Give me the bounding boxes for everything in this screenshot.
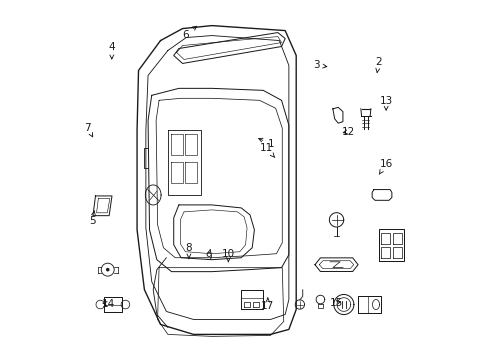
Text: 11: 11 — [259, 143, 274, 158]
Text: 4: 4 — [108, 42, 115, 59]
Text: 5: 5 — [89, 211, 95, 226]
Circle shape — [106, 268, 109, 271]
Text: 12: 12 — [341, 127, 354, 136]
Text: 13: 13 — [379, 96, 392, 110]
Text: 9: 9 — [205, 249, 211, 262]
Text: 1: 1 — [258, 138, 274, 149]
Text: 15: 15 — [328, 298, 342, 308]
Text: 3: 3 — [312, 60, 326, 70]
Text: 10: 10 — [222, 248, 234, 262]
Text: 17: 17 — [261, 298, 274, 311]
Text: 7: 7 — [84, 123, 93, 137]
Text: 8: 8 — [185, 243, 192, 259]
Text: 14: 14 — [102, 299, 115, 309]
Text: 6: 6 — [182, 26, 196, 40]
Text: 16: 16 — [379, 159, 392, 174]
Text: 2: 2 — [375, 57, 382, 72]
